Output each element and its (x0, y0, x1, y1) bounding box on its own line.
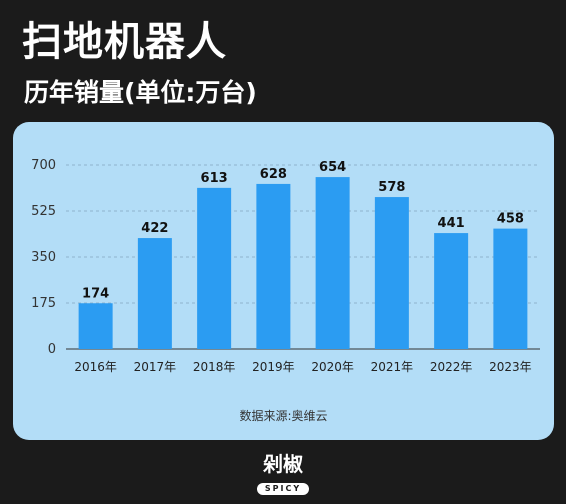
data-source: 数据来源:奥维云 (239, 409, 328, 423)
page-title: 扫地机器人 (22, 19, 227, 65)
data-label: 654 (319, 160, 346, 175)
x-tick-label: 2016年 (74, 360, 117, 374)
y-tick-label: 350 (31, 250, 56, 265)
y-tick-label: 0 (48, 342, 56, 357)
chart-card: 0 175 350 525 700 174 2016年 422 2017年 613 2018年 628… (13, 122, 554, 440)
logo-text: 剁椒 (263, 452, 303, 476)
x-tick-label: 2022年 (430, 360, 473, 374)
data-label: 613 (201, 171, 228, 186)
bar (493, 228, 528, 349)
bar (434, 233, 469, 349)
bar (137, 238, 172, 349)
bar (315, 177, 350, 349)
y-tick-label: 175 (31, 296, 56, 311)
x-tick-label: 2023年 (489, 360, 532, 374)
x-tick-label: 2019年 (252, 360, 295, 374)
bar-chart: 0 175 350 525 700 174 2016年 422 2017年 613 2018年 628… (31, 158, 540, 374)
bar (197, 187, 232, 349)
x-tick-label: 2018年 (193, 360, 236, 374)
data-label: 422 (141, 221, 168, 236)
bar (374, 197, 409, 349)
page-subtitle: 历年销量(单位:万台) (24, 78, 257, 107)
x-tick-label: 2017年 (134, 360, 177, 374)
y-tick-label: 700 (31, 158, 56, 173)
bar (78, 303, 113, 349)
logo-badge: SPICY (256, 483, 310, 495)
bar (256, 183, 291, 349)
data-label: 458 (497, 212, 524, 227)
x-tick-label: 2020年 (311, 360, 354, 374)
y-tick-label: 525 (31, 204, 56, 219)
x-tick-label: 2021年 (371, 360, 414, 374)
data-label: 578 (378, 180, 405, 195)
data-label: 441 (438, 216, 465, 231)
data-label: 174 (82, 286, 109, 301)
brand-logo: 剁椒 SPICY (243, 452, 323, 495)
data-label: 628 (260, 167, 287, 182)
